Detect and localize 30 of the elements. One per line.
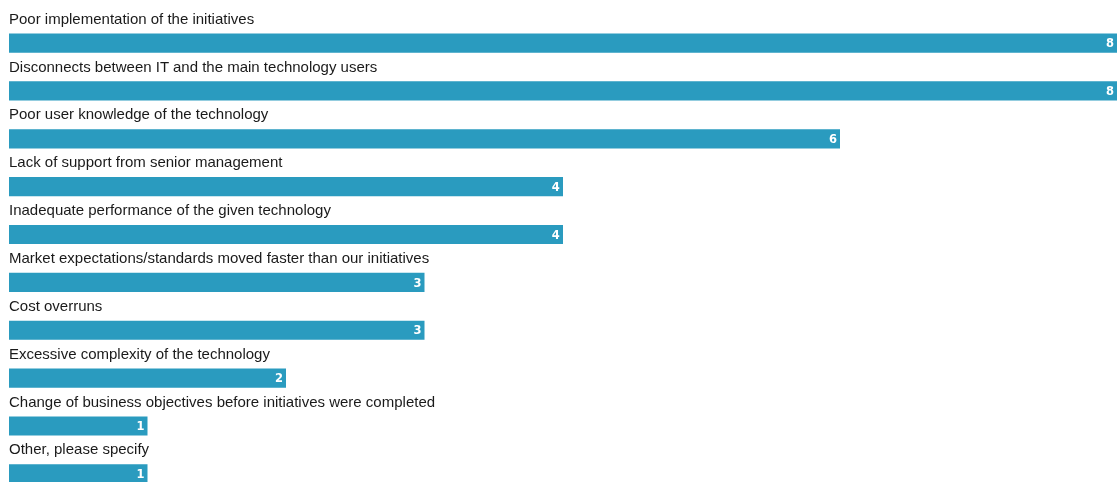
data-label: 2 xyxy=(274,371,283,386)
y-tick-label: Inadequate performance of the given technology xyxy=(9,201,332,218)
bar xyxy=(9,320,425,340)
data-label: 8 xyxy=(1105,84,1114,99)
y-tick-label: Cost overruns xyxy=(9,297,103,314)
bar xyxy=(9,81,1117,101)
y-tick-label: Change of business objectives before initiatives were completed xyxy=(9,393,436,410)
y-tick-label: Lack of support from senior management xyxy=(9,153,284,170)
bar xyxy=(9,272,425,292)
y-tick-label: Other, please specify xyxy=(9,440,150,457)
data-label: 4 xyxy=(551,227,560,242)
data-label: 4 xyxy=(551,179,560,194)
y-tick-label: Disconnects between IT and the main technology users xyxy=(9,58,378,75)
bar xyxy=(9,129,840,149)
data-label: 3 xyxy=(413,275,422,290)
y-tick-label: Excessive complexity of the technology xyxy=(9,345,271,362)
data-label: 3 xyxy=(413,323,422,338)
bar xyxy=(9,368,286,388)
data-label: 1 xyxy=(136,466,145,481)
bar xyxy=(9,177,563,197)
data-label: 1 xyxy=(136,419,145,434)
y-tick-label: Poor implementation of the initiatives xyxy=(9,10,255,27)
data-label: 8 xyxy=(1106,36,1114,51)
bar xyxy=(9,464,148,482)
data-label: 6 xyxy=(829,131,837,146)
bar xyxy=(9,416,148,436)
y-tick-label: Poor user knowledge of the technology xyxy=(9,105,269,122)
bar xyxy=(9,33,1117,53)
bar xyxy=(9,224,563,245)
y-tick-label: Market expectations/standards moved faster than our initiatives xyxy=(9,249,430,266)
